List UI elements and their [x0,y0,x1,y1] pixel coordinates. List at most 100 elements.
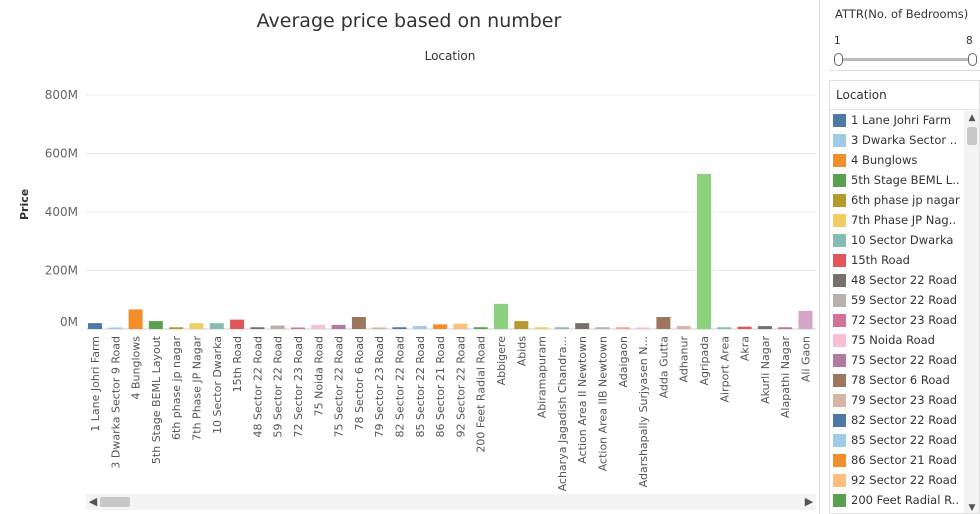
legend-item[interactable]: 75 Noida Road [830,331,964,351]
legend-swatch [833,234,846,247]
legend-label: 1 Lane Johri Farm [851,113,952,127]
legend-swatch [833,334,846,347]
legend-item[interactable]: 79 Sector 23 Road [830,391,964,411]
x-tick-label: Abids [515,336,528,367]
x-tick-label: Adda Gutta [657,336,670,398]
legend-item[interactable]: 48 Sector 22 Road [830,271,964,291]
range-slider-max-handle[interactable] [968,53,977,66]
bar [88,323,102,329]
x-tick-label: 75 Sector 22 Road [333,336,346,437]
legend-swatch [833,194,846,207]
range-slider-track[interactable] [838,58,973,61]
filter-max-label: 8 [966,35,973,47]
legend-item[interactable]: 86 Sector 21 Road [830,451,964,471]
range-slider-min-handle[interactable] [834,53,843,66]
legend-label: 15th Road [851,253,910,267]
legend-label: 7th Phase JP Nag.. [851,213,957,227]
plot-svg: 0M 200M 400M 600M 800M 1 Lane Johri Farm 3 Dwa… [45,88,816,491]
legend-swatch [833,474,846,487]
x-tick-label: 59 Sector 22 Road [272,336,285,437]
legend-item[interactable]: 10 Sector Dwarka [830,231,964,251]
x-tick-label: Action Area IIB Newtown [597,336,610,471]
scroll-left-icon[interactable]: ◀ [88,495,98,508]
bar [656,317,671,329]
legend-item[interactable]: 85 Sector 22 Road [830,431,964,451]
legend-label: 4 Bunglows [851,153,918,167]
y-tick-label: 800M [45,88,78,102]
legend-item[interactable]: 15th Road [830,251,964,271]
bar [554,327,569,329]
bar [128,309,143,329]
bar [757,326,772,329]
scroll-right-icon[interactable]: ▶ [804,495,814,508]
x-tick-label: 82 Sector 22 Road [394,336,407,437]
chart-area: Average price based on number Location P… [18,10,816,510]
legend-label: 3 Dwarka Sector .. [851,133,958,147]
scroll-up-icon[interactable]: ▲ [968,113,976,123]
panel-divider [819,0,820,514]
bar [676,326,691,329]
horizontal-scroll-thumb[interactable] [100,497,130,507]
x-tick-label: Abiramapuram [536,336,549,418]
legend-swatch [833,434,846,447]
legend-item[interactable]: 82 Sector 22 Road [830,411,964,431]
legend-item[interactable]: 72 Sector 23 Road [830,311,964,331]
legend-item[interactable]: 4 Bunglows [830,151,964,171]
legend-item[interactable]: 59 Sector 22 Road [830,291,964,311]
legend-item[interactable]: 6th phase jp nagar [830,191,964,211]
x-tick-label: 1 Lane Johri Farm [89,336,102,432]
horizontal-scrollbar[interactable]: ◀ ▶ [86,494,816,510]
x-tick-label: Akra [739,336,752,361]
legend-swatch [833,454,846,467]
legend-item[interactable]: 200 Feet Radial R.. [830,491,964,511]
x-tick-label: 86 Sector 21 Road [434,336,447,437]
legend-label: 82 Sector 22 Road [851,413,958,427]
legend-item[interactable]: 78 Sector 6 Road [830,371,964,391]
bar [453,323,468,329]
legend-swatch [833,174,846,187]
x-tick-label: 85 Sector 22 Road [414,336,427,437]
vertical-scrollbar[interactable]: ▲ ▼ [964,111,979,513]
bar [331,324,346,329]
x-tick-label: Action Area II Newtown [576,336,589,464]
x-tick-label: 78 Sector 6 Road [353,336,366,430]
legend-item[interactable]: 75 Sector 22 Road [830,351,964,371]
x-tick-label: 79 Sector 23 Road [373,336,386,437]
bar [372,327,387,329]
y-tick-label: 400M [45,205,78,219]
legend-item[interactable]: 92 Sector 22 Road [830,471,964,491]
x-tick-label: 4 Bunglows [130,336,143,400]
y-tick-label: 600M [45,147,78,161]
bar [291,327,305,329]
legend-label: 75 Noida Road [851,333,935,347]
vertical-scroll-thumb[interactable] [967,127,977,145]
legend-divider [830,109,979,110]
bar [798,310,813,329]
legend-item[interactable]: 3 Dwarka Sector .. [830,131,964,151]
x-tick-label: 15th Road [231,336,244,392]
legend-swatch [833,354,846,367]
bar [230,319,245,329]
legend-item[interactable]: 1 Lane Johri Farm [830,111,964,131]
x-tick-label: 10 Sector Dwarka [211,336,224,434]
filter-title: ATTR(No. of Bedrooms) [835,7,969,21]
x-tick-label: Ali Gaon [800,336,813,382]
bar [412,326,427,329]
x-tick-label: Adhanur [678,336,691,383]
bar [717,327,732,329]
legend-label: 78 Sector 6 Road [851,373,950,387]
bar [595,327,610,329]
scroll-down-icon[interactable]: ▼ [968,503,976,513]
x-tick-label: 6th phase jp nagar [170,336,183,440]
legend-swatch [833,254,846,267]
x-tick-label: 75 Noida Road [312,336,325,416]
bar [473,327,488,329]
legend-swatch [833,114,846,127]
legend-swatch [833,374,846,387]
legend-item[interactable]: 5th Stage BEML L.. [830,171,964,191]
legend-swatch [833,314,846,327]
legend-swatch [833,214,846,227]
legend-swatch [833,274,846,287]
legend-item[interactable]: 7th Phase JP Nag.. [830,211,964,231]
x-tick-label: 200 Feet Radial Road [475,336,488,453]
